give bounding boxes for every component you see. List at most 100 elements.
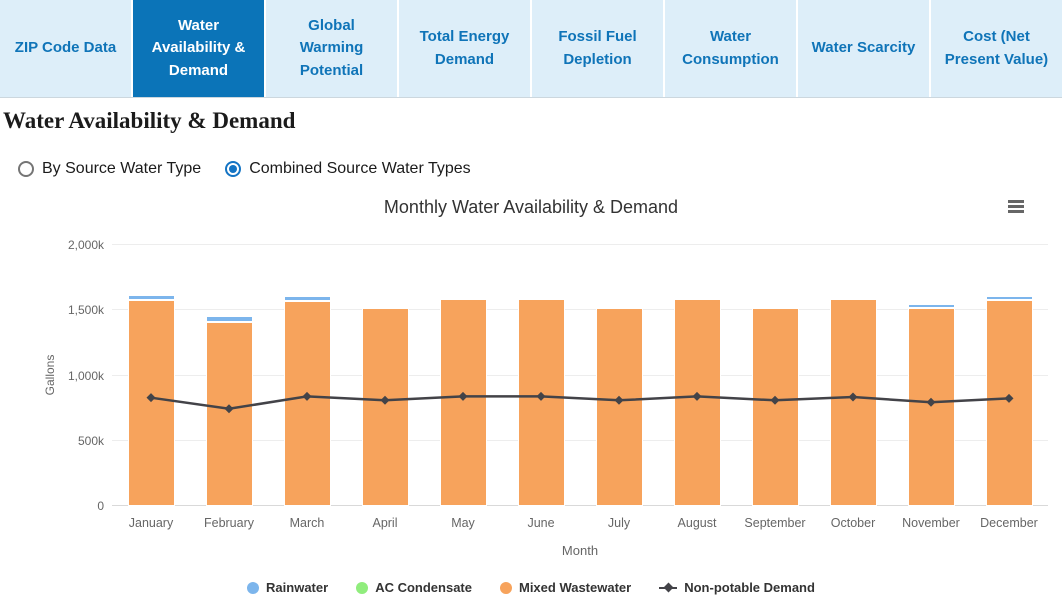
x-axis-tick-label: September — [744, 516, 806, 530]
x-axis-tick-label: February — [203, 516, 255, 530]
chart-context-menu-icon[interactable] — [1008, 200, 1024, 215]
bar-mixed-wastewater-july[interactable] — [595, 307, 643, 506]
bar-rainwater-december[interactable] — [985, 295, 1033, 301]
bar-ac-condensate-september[interactable] — [751, 305, 799, 308]
tab-bar: ZIP Code Data Water Availability & Demand… — [0, 0, 1062, 98]
radio-label: By Source Water Type — [42, 160, 202, 177]
y-gridline — [112, 374, 1048, 376]
legend-item-mixed-wastewater[interactable]: Mixed Wastewater — [499, 580, 632, 595]
plot-area — [112, 244, 1048, 506]
tab-total-energy-demand[interactable]: Total Energy Demand — [399, 0, 530, 97]
tab-label: ZIP Code Data — [14, 39, 117, 57]
radio-by-source-water-type[interactable]: By Source Water Type — [18, 160, 201, 178]
legend-line-marker-icon — [659, 582, 678, 593]
x-axis-tick-label: March — [289, 516, 325, 530]
legend-item-non-potable-demand[interactable]: Non-potable Demand — [659, 580, 815, 595]
line-point-november[interactable] — [926, 397, 936, 407]
line-point-march[interactable] — [302, 391, 312, 401]
bar-mixed-wastewater-august[interactable] — [673, 299, 721, 506]
bar-mixed-wastewater-march[interactable] — [283, 301, 331, 506]
y-gridline — [112, 244, 1048, 245]
tab-water-scarcity[interactable]: Water Scarcity — [798, 0, 929, 97]
tab-global-warming-potential[interactable]: Global Warming Potential — [266, 0, 397, 97]
tab-label: Water Availability & Demand — [151, 16, 246, 79]
legend-label: AC Condensate — [375, 580, 472, 595]
tab-fossil-fuel-depletion[interactable]: Fossil Fuel Depletion — [532, 0, 663, 97]
legend-marker-icon — [247, 581, 260, 594]
bar-mixed-wastewater-february[interactable] — [205, 322, 253, 506]
y-axis-tick-label: 1,500k — [67, 303, 104, 318]
x-axis-tick-label: October — [830, 516, 876, 530]
line-series-non-potable-demand — [146, 391, 1014, 414]
y-axis-tick-label: 2,000k — [67, 238, 104, 252]
legend-label: Mixed Wastewater — [518, 580, 632, 595]
line-point-april[interactable] — [380, 395, 390, 405]
radio-combined-source-water-types[interactable]: Combined Source Water Types — [225, 160, 471, 178]
radio-label: Combined Source Water Types — [249, 160, 471, 177]
radio-unselected-icon[interactable] — [18, 161, 34, 177]
y-axis-tick-label: 1,000k — [67, 368, 104, 383]
line-point-june[interactable] — [536, 391, 546, 401]
legend-item-rainwater[interactable]: Rainwater — [247, 580, 328, 595]
tab-label: Water Scarcity — [811, 39, 916, 57]
legend-diamond — [663, 582, 674, 593]
y-gridline — [112, 309, 1048, 311]
legend-marker-icon — [499, 581, 512, 594]
bar-rainwater-november[interactable] — [907, 304, 955, 308]
bar-mixed-wastewater-june[interactable] — [517, 299, 565, 506]
x-axis-tick-label: January — [128, 516, 174, 530]
x-axis-tick-label: November — [902, 516, 960, 530]
line-point-august[interactable] — [692, 391, 702, 401]
bar-mixed-wastewater-december[interactable] — [985, 300, 1033, 506]
x-axis-tick-label: May — [451, 516, 475, 530]
tab-water-availability-demand[interactable]: Water Availability & Demand — [133, 0, 264, 97]
line-point-may[interactable] — [458, 391, 468, 401]
chart-legend: Rainwater AC Condensate Mixed Wastewater No… — [0, 580, 1062, 595]
x-axis-tick-label: August — [677, 516, 717, 530]
bar-mixed-wastewater-october[interactable] — [829, 299, 877, 506]
line-point-july[interactable] — [614, 395, 624, 405]
y-axis-tick-label: 0 — [97, 499, 104, 513]
legend-label: Non-potable Demand — [684, 580, 815, 595]
tab-label: Total Energy Demand — [419, 28, 510, 68]
x-axis-tick-label: December — [980, 516, 1038, 530]
tab-label: Water Consumption — [682, 28, 779, 68]
legend-item-ac-condensate[interactable]: AC Condensate — [356, 580, 472, 595]
chart-title: Monthly Water Availability & Demand — [383, 197, 679, 217]
tab-label: Cost (Net Present Value) — [944, 28, 1049, 68]
legend-label: Rainwater — [266, 580, 329, 595]
x-axis-tick-label: July — [607, 516, 631, 530]
bar-mixed-wastewater-november[interactable] — [907, 307, 955, 506]
bar-mixed-wastewater-january[interactable] — [127, 300, 175, 506]
page-title: Water Availability & Demand — [3, 108, 296, 133]
y-gridline — [112, 505, 1048, 506]
x-axis-tick-label: June — [527, 516, 555, 530]
legend-marker-icon — [356, 581, 369, 594]
bar-mixed-wastewater-may[interactable] — [439, 299, 487, 506]
x-axis-title: Month — [561, 543, 599, 558]
line-point-september[interactable] — [770, 395, 780, 405]
source-type-radio-group: By Source Water Type Combined Source Wate… — [18, 160, 471, 178]
tab-cost-net-present-value[interactable]: Cost (Net Present Value) — [931, 0, 1062, 97]
bar-mixed-wastewater-september[interactable] — [751, 307, 799, 506]
bar-mixed-wastewater-april[interactable] — [361, 307, 409, 506]
line-point-october[interactable] — [848, 392, 858, 402]
y-axis-tick-label: 500k — [77, 433, 104, 448]
demand-line — [150, 395, 1010, 411]
radio-selected-icon[interactable] — [225, 161, 242, 177]
y-gridline — [112, 439, 1048, 441]
hamburger-bar — [1008, 200, 1024, 203]
x-axis-tick-label: April — [372, 516, 398, 530]
line-point-january[interactable] — [146, 393, 156, 403]
line-point-december[interactable] — [1004, 393, 1014, 403]
tab-water-consumption[interactable]: Water Consumption — [665, 0, 796, 97]
tab-zip-code-data[interactable]: ZIP Code Data — [0, 0, 131, 97]
bar-rainwater-march[interactable] — [283, 295, 331, 302]
tab-label: Fossil Fuel Depletion — [558, 28, 637, 68]
bar-rainwater-february[interactable] — [205, 316, 253, 322]
bar-rainwater-january[interactable] — [127, 295, 175, 301]
line-point-february[interactable] — [224, 404, 234, 414]
hamburger-bar — [1008, 205, 1024, 208]
tab-label: Global Warming Potential — [299, 16, 364, 79]
hamburger-bar — [1008, 210, 1024, 213]
